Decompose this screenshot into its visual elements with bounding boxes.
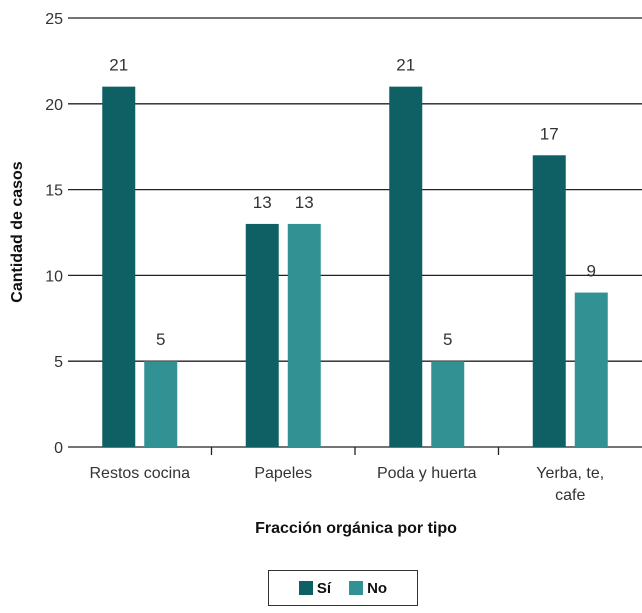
bar-no	[287, 223, 321, 447]
bar-chart: 0 5 10 15 20 25 21 5 13 13 21 5 17 9 Restos cocina Pa…	[9, 11, 642, 537]
x-category-label: Yerba, te,	[536, 465, 604, 482]
legend: Sí No	[268, 570, 418, 606]
legend-label-si: Sí	[316, 579, 332, 597]
data-label: 9	[587, 262, 596, 281]
x-axis-categories: Restos cocina Papeles Poda y huerta Yerba, …	[90, 465, 605, 504]
bar-no	[574, 292, 608, 447]
y-tick-label-15: 15	[45, 183, 63, 200]
data-label: 13	[253, 193, 272, 212]
bar-si	[532, 155, 566, 447]
x-category-label: cafe	[555, 487, 585, 504]
data-label: 5	[156, 330, 165, 349]
data-label: 13	[295, 193, 314, 212]
data-label: 21	[396, 56, 415, 75]
data-label: 5	[443, 330, 452, 349]
y-axis-ticks: 0 5 10 15 20 25	[45, 11, 63, 457]
x-axis-title: Fracción orgánica por tipo	[255, 520, 457, 537]
y-axis-title: Cantidad de casos	[9, 161, 26, 302]
bar-no	[144, 361, 178, 447]
bars	[102, 86, 608, 447]
x-category-label: Poda y huerta	[377, 465, 477, 482]
legend-item-no: No	[349, 580, 387, 597]
y-tick-label-5: 5	[54, 354, 63, 371]
y-tick-label-0: 0	[54, 440, 63, 457]
legend-label-no: No	[367, 579, 388, 597]
legend-item-si: Sí	[298, 579, 332, 597]
bar-no	[431, 361, 465, 447]
y-tick-label-20: 20	[45, 97, 63, 114]
data-labels: 21 5 13 13 21 5 17 9	[109, 56, 596, 350]
x-category-label: Papeles	[254, 465, 312, 482]
bar-si	[102, 86, 136, 447]
y-tick-label-25: 25	[45, 11, 63, 28]
bar-si	[245, 223, 279, 447]
legend-swatch-no	[349, 581, 364, 595]
data-label: 17	[540, 124, 559, 143]
data-label: 21	[109, 56, 128, 75]
y-tick-label-10: 10	[45, 268, 63, 285]
legend-swatch-si	[298, 581, 313, 595]
bar-si	[389, 86, 423, 447]
x-category-label: Restos cocina	[90, 465, 191, 482]
